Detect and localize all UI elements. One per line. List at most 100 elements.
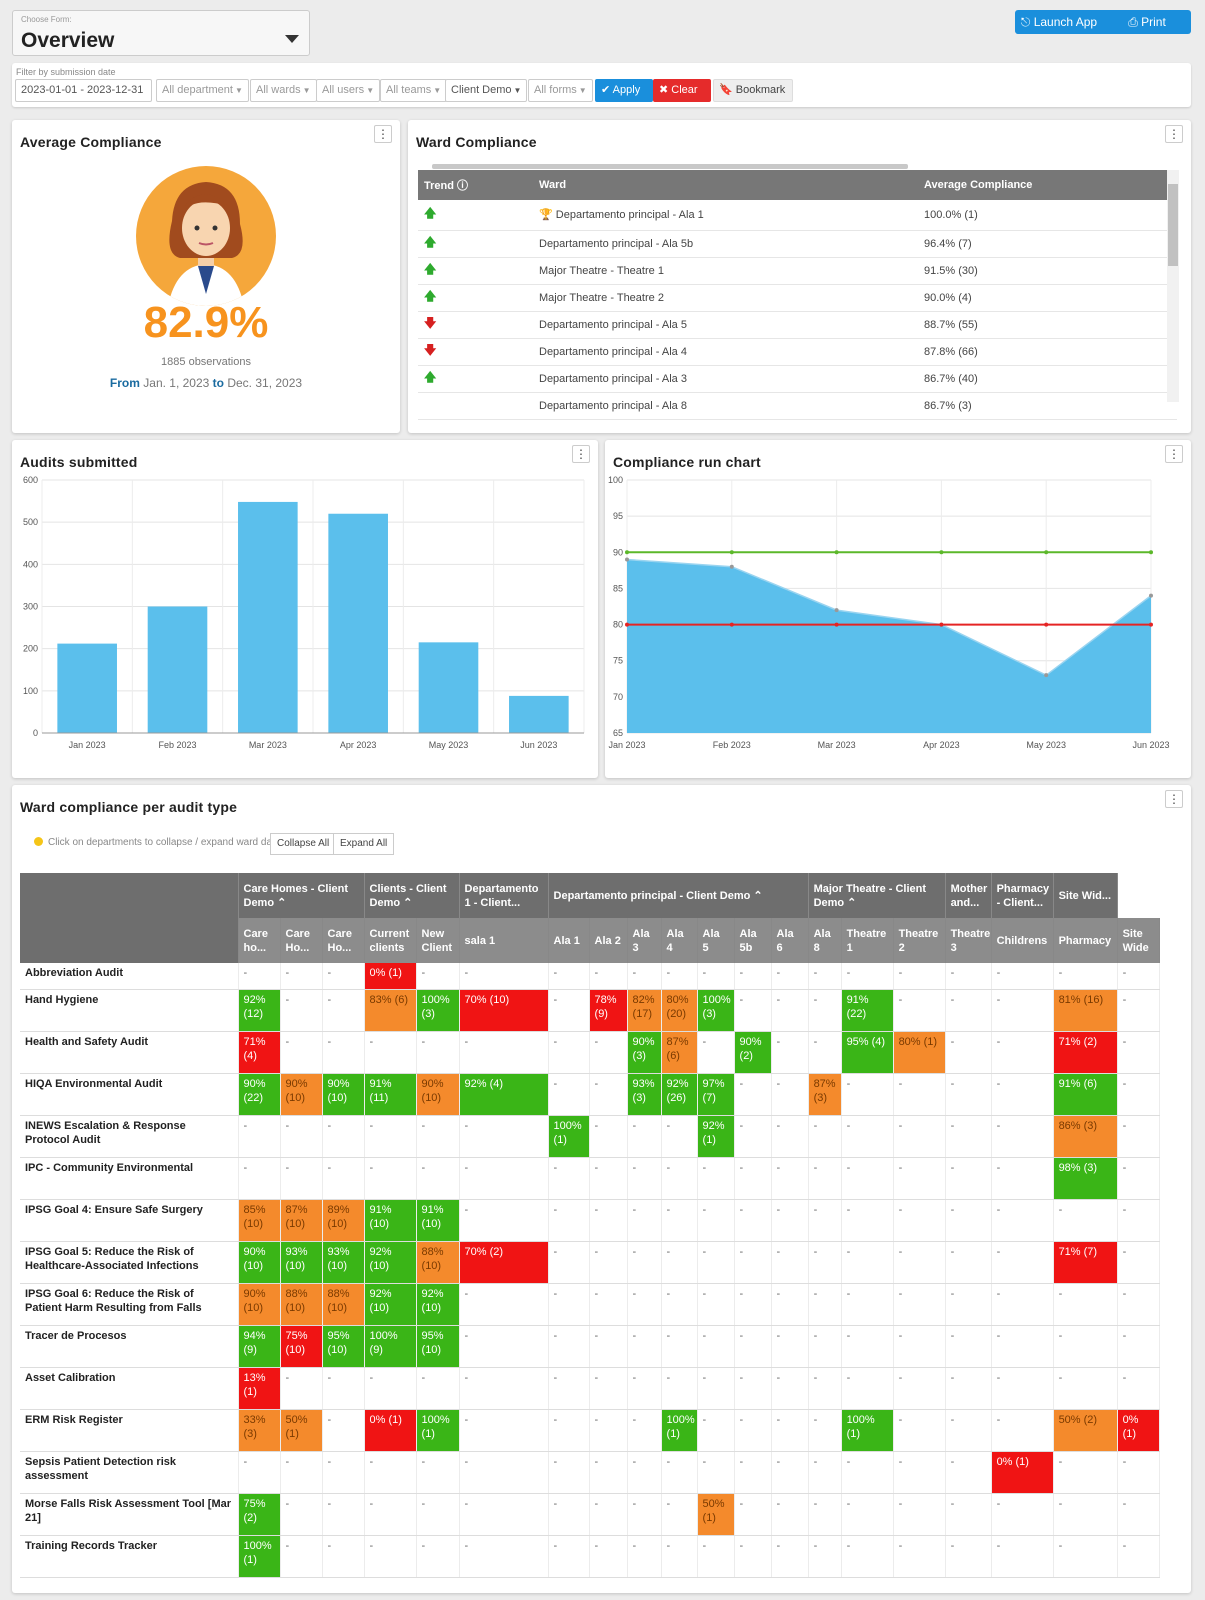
- ward-column-header[interactable]: Childrens: [991, 918, 1054, 963]
- ward-column-header[interactable]: Ala 4: [661, 918, 698, 963]
- ward-column-header[interactable]: Ala 1: [548, 918, 590, 963]
- ward-column-header[interactable]: Care Ho...: [280, 918, 323, 963]
- compliance-cell[interactable]: 91% (10): [416, 1199, 460, 1242]
- collapse-all-button[interactable]: Collapse All: [270, 833, 337, 855]
- horizontal-scrollbar[interactable]: [432, 164, 908, 169]
- compliance-cell[interactable]: 80% (20): [661, 989, 698, 1032]
- data-point[interactable]: [834, 608, 839, 613]
- bar[interactable]: [328, 513, 388, 733]
- compliance-cell[interactable]: 93% (10): [322, 1241, 365, 1284]
- department-group-header[interactable]: Major Theatre - Client Demo ⌃: [808, 873, 946, 918]
- compliance-cell[interactable]: 92% (4): [459, 1073, 549, 1116]
- clear-button[interactable]: ✖ Clear: [653, 79, 711, 102]
- ward-row[interactable]: 🡇 Departamento principal - Ala 4 87.8% (66…: [418, 338, 1177, 366]
- compliance-cell[interactable]: 98% (3): [1053, 1157, 1118, 1200]
- compliance-cell[interactable]: 91% (11): [364, 1073, 417, 1116]
- compliance-cell[interactable]: 91% (6): [1053, 1073, 1118, 1116]
- ward-row[interactable]: 🡅 Major Theatre - Theatre 1 91.5% (30): [418, 257, 1177, 285]
- compliance-cell[interactable]: 90% (10): [416, 1073, 460, 1116]
- form-selector[interactable]: Choose Form: Overview: [12, 10, 310, 56]
- ward-row[interactable]: 🡅 Major Theatre - Theatre 2 90.0% (4): [418, 284, 1177, 312]
- client-dropdown[interactable]: Client Demo ▼: [445, 79, 528, 102]
- compliance-cell[interactable]: 88% (10): [280, 1283, 323, 1326]
- expand-all-button[interactable]: Expand All: [333, 833, 395, 855]
- department-group-header[interactable]: Care Homes - Client Demo ⌃: [238, 873, 365, 918]
- compliance-cell[interactable]: 92% (12): [238, 989, 281, 1032]
- compliance-cell[interactable]: 33% (3): [238, 1409, 281, 1452]
- bar[interactable]: [418, 642, 479, 733]
- ward-column-header[interactable]: Care ho...: [238, 918, 281, 963]
- kebab-menu-icon[interactable]: ⋮: [1165, 790, 1183, 808]
- compliance-cell[interactable]: 92% (10): [364, 1241, 417, 1284]
- ward-column-header[interactable]: Ala 2: [589, 918, 628, 963]
- compliance-cell[interactable]: 87% (3): [808, 1073, 842, 1116]
- bookmark-button[interactable]: 🔖 Bookmark: [713, 79, 793, 102]
- department-group-header[interactable]: Mother and...: [945, 873, 992, 918]
- compliance-cell[interactable]: 50% (1): [697, 1493, 735, 1536]
- compliance-cell[interactable]: 94% (9): [238, 1325, 281, 1368]
- compliance-cell[interactable]: 100% (1): [416, 1409, 460, 1452]
- forms-dropdown[interactable]: All forms ▼: [528, 79, 593, 102]
- bar[interactable]: [57, 643, 117, 733]
- launch-app-button[interactable]: ⎋ Launch App: [1020, 15, 1098, 29]
- compliance-cell[interactable]: 0% (1): [1117, 1409, 1160, 1452]
- trend-header[interactable]: Trend ⓘ: [418, 170, 533, 200]
- compliance-cell[interactable]: 90% (3): [627, 1031, 662, 1074]
- kebab-menu-icon[interactable]: ⋮: [374, 125, 392, 143]
- compliance-cell[interactable]: 83% (6): [364, 989, 417, 1032]
- compliance-cell[interactable]: 86% (3): [1053, 1115, 1118, 1158]
- teams-dropdown[interactable]: All teams ▼: [380, 79, 448, 102]
- compliance-cell[interactable]: 95% (4): [841, 1031, 894, 1074]
- compliance-cell[interactable]: 82% (17): [627, 989, 662, 1032]
- date-range-input[interactable]: 2023-01-01 - 2023-12-31: [15, 79, 152, 102]
- compliance-cell[interactable]: 78% (9): [589, 989, 628, 1032]
- data-point[interactable]: [625, 557, 629, 562]
- print-button[interactable]: ⎙ Print: [1128, 15, 1166, 29]
- compliance-cell[interactable]: 50% (1): [280, 1409, 323, 1452]
- compliance-cell[interactable]: 50% (2): [1053, 1409, 1118, 1452]
- department-group-header[interactable]: Site Wid...: [1053, 873, 1118, 918]
- compliance-cell[interactable]: 100% (1): [661, 1409, 698, 1452]
- compliance-cell[interactable]: 0% (1): [364, 1409, 417, 1452]
- compliance-cell[interactable]: 75% (2): [238, 1493, 281, 1536]
- compliance-cell[interactable]: 93% (10): [280, 1241, 323, 1284]
- average-compliance-header[interactable]: Average Compliance: [918, 170, 1177, 200]
- compliance-cell[interactable]: 93% (3): [627, 1073, 662, 1116]
- users-dropdown[interactable]: All users ▼: [316, 79, 381, 102]
- department-group-header[interactable]: Pharmacy - Client...: [991, 873, 1054, 918]
- compliance-cell[interactable]: 90% (22): [238, 1073, 281, 1116]
- compliance-cell[interactable]: 87% (6): [661, 1031, 698, 1074]
- compliance-cell[interactable]: 75% (10): [280, 1325, 323, 1368]
- compliance-cell[interactable]: 88% (10): [416, 1241, 460, 1284]
- compliance-cell[interactable]: 88% (10): [322, 1283, 365, 1326]
- compliance-cell[interactable]: 92% (26): [661, 1073, 698, 1116]
- ward-column-header[interactable]: Current clients: [364, 918, 417, 963]
- ward-column-header[interactable]: Theatre 1: [841, 918, 894, 963]
- ward-column-header[interactable]: Ala 8: [808, 918, 842, 963]
- ward-column-header[interactable]: Pharmacy: [1053, 918, 1118, 963]
- data-point[interactable]: [1149, 593, 1153, 598]
- compliance-cell[interactable]: 100% (1): [238, 1535, 281, 1578]
- compliance-cell[interactable]: 91% (22): [841, 989, 894, 1032]
- bar[interactable]: [509, 695, 569, 733]
- ward-column-header[interactable]: New Client: [416, 918, 460, 963]
- compliance-cell[interactable]: 70% (10): [459, 989, 549, 1032]
- compliance-cell[interactable]: 89% (10): [322, 1199, 365, 1242]
- ward-column-header[interactable]: Ala 3: [627, 918, 662, 963]
- ward-column-header[interactable]: sala 1: [459, 918, 549, 963]
- apply-button[interactable]: ✔ Apply: [595, 79, 653, 102]
- kebab-menu-icon[interactable]: ⋮: [1165, 445, 1183, 463]
- compliance-cell[interactable]: 100% (1): [548, 1115, 590, 1158]
- compliance-cell[interactable]: 81% (16): [1053, 989, 1118, 1032]
- compliance-cell[interactable]: 71% (7): [1053, 1241, 1118, 1284]
- department-group-header[interactable]: Departamento principal - Client Demo ⌃: [548, 873, 809, 918]
- compliance-cell[interactable]: 100% (1): [841, 1409, 894, 1452]
- bar[interactable]: [147, 606, 208, 734]
- vertical-scrollbar[interactable]: [1167, 170, 1179, 402]
- compliance-cell[interactable]: 100% (9): [364, 1325, 417, 1368]
- kebab-menu-icon[interactable]: ⋮: [1165, 125, 1183, 143]
- compliance-cell[interactable]: 0% (1): [991, 1451, 1054, 1494]
- compliance-cell[interactable]: 80% (1): [893, 1031, 946, 1074]
- department-dropdown[interactable]: All department ▼: [156, 79, 249, 102]
- compliance-cell[interactable]: 92% (10): [416, 1283, 460, 1326]
